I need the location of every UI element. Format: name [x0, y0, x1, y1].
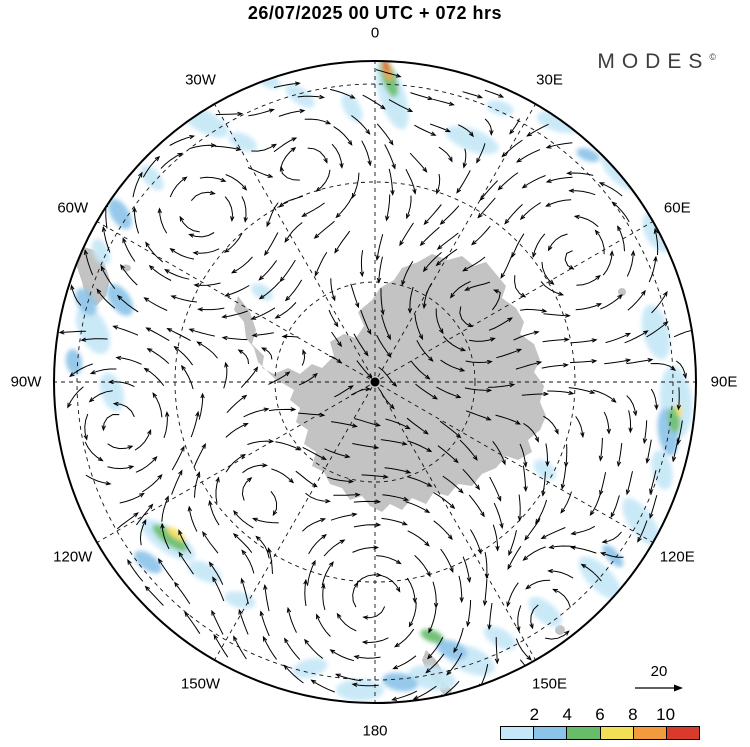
longitude-label-180: 180 — [362, 722, 388, 740]
shaded-field-patch — [188, 560, 222, 584]
shaded-field-patch — [576, 148, 600, 162]
shaded-field-patch — [641, 304, 671, 360]
field-legend: 2 4 6 8 10 — [500, 705, 700, 740]
longitude-label-30W: 30W — [185, 71, 216, 89]
reference-vector-label: 20 — [650, 663, 668, 680]
shaded-field-patch — [228, 132, 258, 152]
shaded-field-patch — [166, 526, 186, 542]
shaded-field-patch — [99, 372, 125, 412]
map-boundary-circle — [53, 60, 697, 704]
shaded-field-patch — [65, 349, 83, 375]
shaded-field-patch — [382, 672, 418, 692]
legend-color-cell — [533, 727, 567, 739]
reference-arrow-icon — [635, 684, 683, 692]
shaded-field-patch — [108, 198, 132, 230]
longitude-label-90W: 90W — [10, 373, 42, 391]
shaded-field-patch — [420, 629, 444, 643]
shaded-field-patch — [408, 665, 456, 691]
longitude-label-90E: 90E — [710, 373, 738, 391]
shaded-field-patch — [285, 84, 315, 108]
legend-color-cell — [501, 727, 534, 739]
south-pole-dot — [370, 377, 380, 387]
shaded-field-patch — [91, 238, 111, 266]
longitude-label-60W: 60W — [57, 199, 89, 216]
antarctica-landmass — [234, 254, 546, 512]
longitude-label-120W: 120W — [53, 548, 93, 565]
legend-tick-label: 6 — [595, 705, 605, 724]
longitude-label-30E: 30E — [536, 71, 563, 89]
shaded-field-patch — [106, 284, 134, 316]
legend-color-cell — [599, 727, 633, 739]
legend-tick-label: 4 — [562, 705, 572, 724]
reference-vector: 20 — [630, 663, 688, 698]
legend-tick-label: 8 — [628, 705, 638, 724]
legend-tick-row: 2 4 6 8 10 — [500, 705, 700, 726]
chart-title: 26/07/2025 00 UTC + 072 hrs — [247, 3, 503, 23]
modes-logo-text: MODES — [597, 50, 710, 73]
shaded-field-patch — [486, 100, 514, 116]
shaded-field-patch — [341, 93, 363, 123]
longitude-label-0: 0 — [370, 24, 380, 42]
shaded-field-patch — [224, 591, 256, 609]
shaded-field-patch — [601, 152, 643, 192]
legend-color-cell — [566, 727, 600, 739]
legend-tick-label: 10 — [656, 705, 676, 724]
shaded-field-patch — [336, 679, 384, 701]
legend-color-cell — [632, 727, 666, 739]
legend-colorbar — [500, 726, 700, 740]
island-landmass — [618, 288, 626, 296]
shaded-field-patch — [152, 524, 188, 552]
shaded-field-patch — [483, 626, 517, 650]
shaded-field-patch — [292, 658, 328, 678]
shaded-field-patch — [251, 283, 273, 301]
longitude-label-120E: 120E — [659, 548, 695, 565]
longitude-label-150E: 150E — [531, 675, 568, 693]
legend-tick-label: 2 — [529, 705, 540, 724]
wind-arrows-layer — [58, 69, 696, 701]
shaded-field-patch — [578, 556, 622, 600]
shaded-field-patch — [528, 597, 562, 627]
shaded-field-patch — [134, 550, 162, 574]
modes-logo-copyright: © — [709, 52, 716, 62]
longitude-label-60E: 60E — [663, 199, 691, 216]
island-landmass — [555, 625, 565, 635]
wind-arrow-shafts — [59, 69, 696, 701]
shaded-field-patch — [436, 639, 468, 661]
shaded-field-patch — [622, 498, 660, 546]
wind-arrow-heads — [58, 73, 696, 701]
shaded-field-patch — [75, 288, 97, 316]
modes-logo: MODES© — [597, 50, 716, 74]
longitude-label-150W: 150W — [180, 675, 221, 693]
shaded-field-patch — [383, 61, 389, 72]
legend-color-cell — [665, 727, 700, 739]
shaded-field-patch — [533, 459, 557, 481]
latitude-circle — [274, 281, 476, 483]
shaded-field-patch — [445, 125, 499, 155]
